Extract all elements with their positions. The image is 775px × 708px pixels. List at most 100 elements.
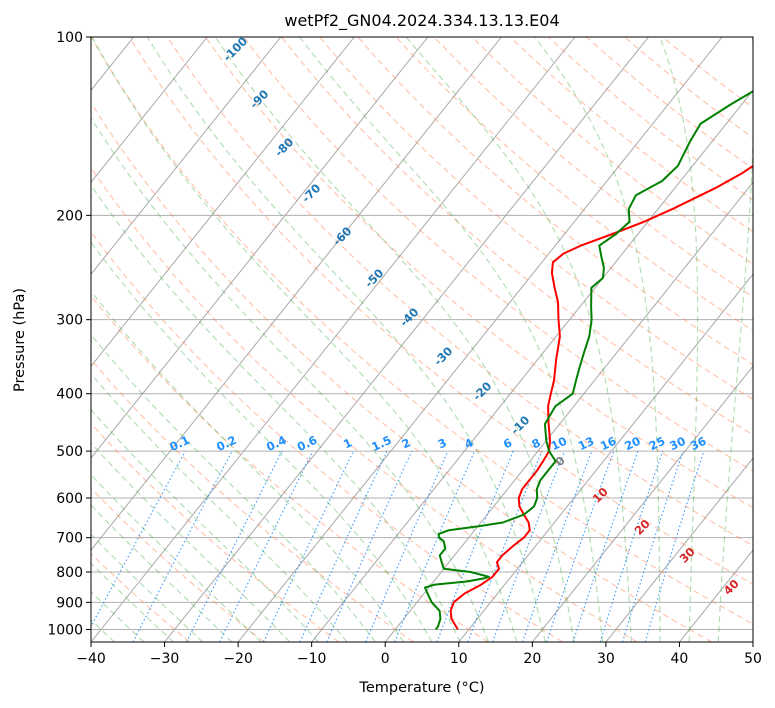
moist-adiabat-line (91, 442, 291, 642)
isotherm-line (458, 273, 753, 642)
dry-adiabat-line (91, 487, 265, 642)
mixing-ratio-label: 1 (341, 435, 354, 451)
dry-adiabat-label: -90 (247, 87, 272, 112)
dry-adiabat-line (91, 422, 340, 642)
mixing-ratio-label: 36 (688, 434, 708, 453)
moist-adiabat-label: 30 (677, 545, 698, 566)
moist-adiabat-line (91, 533, 204, 642)
y-axis-title: Pressure (hPa) (12, 288, 28, 392)
moist-adiabat-line (91, 562, 174, 642)
isotherm-line (0, 37, 60, 642)
x-tick-label: −20 (223, 651, 253, 667)
mixing-ratio-line (492, 450, 566, 642)
isotherm-line (91, 37, 282, 276)
dry-adiabat-line (395, 37, 753, 332)
dry-adiabat-label: -100 (220, 34, 250, 64)
isotherm-line (752, 641, 753, 642)
mixing-ratio-label: 10 (549, 434, 569, 453)
moist-adiabat-line (91, 37, 518, 642)
background-line-labels: 0.1 0.2 0.4 0.6 1 1.5 2 3 4 6 8 10 13 16 20 25 30 36-100-… (167, 34, 742, 598)
y-tick-label: 900 (56, 595, 83, 611)
mixing-ratio-label: 20 (622, 434, 642, 453)
dry-adiabat-line (128, 37, 753, 586)
dry-adiabat-label: -20 (470, 379, 495, 404)
moist-adiabat-line (405, 37, 632, 642)
mixing-ratio-line (299, 450, 388, 642)
mixing-ratio-line (326, 450, 413, 642)
y-tick-label: 400 (56, 387, 83, 403)
x-tick-label: −10 (297, 651, 327, 667)
moist-adiabat-line (91, 408, 319, 642)
mixing-ratio-line (394, 450, 476, 642)
dry-adiabat-line (243, 37, 753, 472)
mixing-ratio-line (467, 450, 543, 642)
dry-adiabat-line (91, 166, 638, 642)
moist-adiabat-line (91, 473, 262, 642)
y-tick-label: 700 (56, 531, 83, 547)
plot-frame (90, 36, 754, 643)
isotherm-line (531, 365, 753, 642)
mixing-ratio-line (521, 450, 593, 642)
mixing-ratio-label: 6 (501, 435, 514, 451)
x-tick-label: −40 (76, 651, 106, 667)
mixing-ratio-line (262, 450, 354, 642)
mixing-ratio-line (599, 450, 664, 642)
x-tick-label: 30 (597, 651, 615, 667)
y-tick-label: 800 (56, 565, 83, 581)
mixing-ratio-line (572, 450, 639, 642)
dry-adiabat-line (91, 358, 414, 642)
y-tick-label: 1000 (47, 622, 83, 638)
moist-adiabat-line (214, 37, 575, 642)
moist-adiabat-line (91, 241, 433, 642)
y-tick-label: 100 (56, 30, 83, 46)
moist-adiabat-line (91, 590, 145, 642)
mixing-ratio-line (365, 450, 449, 642)
mixing-ratio-line (622, 450, 684, 642)
dry-adiabat-line (91, 37, 753, 625)
x-tick-label: −30 (150, 651, 180, 667)
mixing-ratio-label: 3 (436, 435, 449, 451)
isotherm-line (237, 37, 723, 642)
isotherm-line (164, 37, 649, 642)
moist-adiabat-line (91, 504, 233, 642)
moist-adiabat-line (717, 37, 753, 642)
isotherm-line (384, 181, 753, 642)
axes: −40 −30 −20 −10 0 10 20 30 40 50 100 200 300 400 500 60… (47, 30, 762, 667)
mixing-ratio-line (436, 450, 514, 642)
mixing-ratio-line (546, 450, 615, 642)
mixing-ratio-label: 8 (530, 435, 543, 451)
x-tick-label: 10 (450, 651, 468, 667)
isotherm-line (311, 89, 753, 642)
moist-adiabat-line (534, 37, 661, 642)
dry-adiabat-line (91, 101, 713, 642)
dry-adiabat-label: -50 (362, 266, 387, 291)
dry-adiabat-label: -60 (330, 224, 355, 249)
dry-adiabat-line (662, 37, 753, 109)
dry-adiabat-line (91, 294, 489, 642)
isotherm-line (91, 37, 355, 367)
isotherm-line (91, 37, 502, 551)
dry-adiabat-label: -30 (431, 344, 456, 369)
y-tick-label: 200 (56, 208, 83, 224)
dewpoint-profile-line (424, 90, 753, 631)
mixing-ratio-label: 25 (647, 434, 667, 453)
dry-adiabat-line (319, 37, 753, 401)
x-tick-label: 40 (671, 651, 689, 667)
dry-adiabat-line (91, 552, 191, 642)
x-tick-label: 0 (381, 651, 390, 667)
mixing-ratio-line (219, 450, 314, 642)
dry-adiabat-label: -70 (299, 181, 324, 206)
y-tick-label: 500 (56, 444, 83, 460)
mixing-ratio-label: 2 (400, 435, 413, 451)
x-axis-title: Temperature (°C) (358, 680, 484, 696)
dry-adiabat-line (509, 37, 753, 233)
mixing-ratio-label: 16 (598, 434, 618, 453)
dry-adiabat-line (471, 37, 753, 265)
dry-adiabat-line (205, 37, 753, 509)
y-tick-label: 300 (56, 313, 83, 329)
temperature-profile-line (449, 164, 753, 630)
moist-adiabat-line (91, 116, 489, 642)
moist-adiabat-label: 40 (721, 577, 742, 598)
background-lines (0, 37, 753, 642)
